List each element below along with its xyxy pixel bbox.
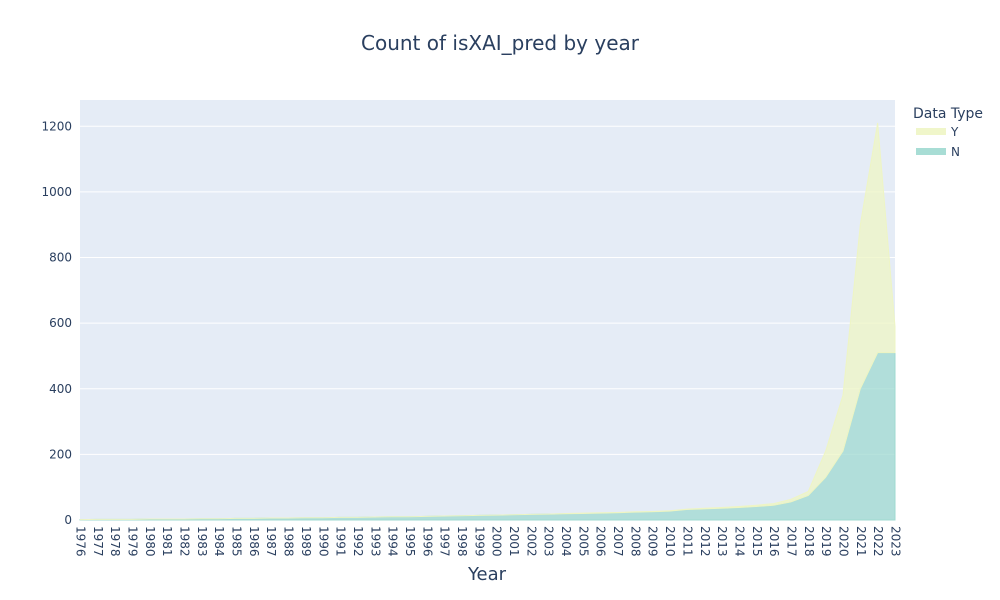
x-tick-label: 1999 [472,526,486,557]
x-tick-label: 1977 [91,526,105,557]
x-tick-label: 1989 [299,526,313,557]
y-tick-label: 200 [49,447,72,461]
x-tick-label: 1992 [351,526,365,557]
legend-item-n[interactable]: N [916,145,960,159]
x-tick-label: 1993 [368,526,382,557]
legend-title: Data Type [913,106,983,122]
y-tick-label: 400 [49,382,72,396]
x-tick-label: 2000 [490,526,504,557]
y-axis-ticks: 0 200 400 600 800 1000 1200 [41,119,72,527]
x-tick-label: 2014 [732,526,746,557]
x-tick-label: 1991 [334,526,348,557]
x-tick-label: 1982 [178,526,192,557]
x-tick-label: 2019 [819,526,833,557]
x-tick-label: 1978 [108,526,122,557]
x-tick-label: 2021 [854,526,868,557]
chart-title: Count of isXAI_pred by year [361,31,640,55]
x-tick-label: 2004 [559,526,573,557]
legend-swatch [916,128,946,135]
x-tick-label: 1983 [195,526,209,557]
y-tick-label: 600 [49,316,72,330]
y-tick-label: 800 [49,251,72,265]
x-tick-label: 2020 [836,526,850,557]
x-tick-label: 2006 [594,526,608,557]
series-areas [79,122,896,521]
x-tick-label: 1990 [316,526,330,557]
x-tick-label: 1997 [438,526,452,557]
y-tick-label: 1200 [41,119,72,133]
x-tick-label: 2022 [871,526,885,557]
x-tick-label: 2008 [628,526,642,557]
legend[interactable]: Data Type YN [913,106,983,159]
legend-item-y[interactable]: Y [916,125,959,139]
x-tick-label: 1994 [386,526,400,557]
x-tick-label: 2015 [750,526,764,557]
x-tick-label: 2002 [524,526,538,557]
x-tick-label: 2003 [542,526,556,557]
x-tick-label: 1986 [247,526,261,557]
area-series-y[interactable] [79,122,896,521]
x-tick-label: 2013 [715,526,729,557]
x-tick-label: 1976 [74,526,88,557]
x-tick-label: 2018 [802,526,816,557]
plot-area [80,100,895,520]
x-tick-label: 2023 [889,526,903,557]
x-tick-label: 2016 [767,526,781,557]
x-tick-label: 1987 [264,526,278,557]
x-tick-label: 1980 [143,526,157,557]
x-tick-label: 1998 [455,526,469,557]
x-tick-label: 1979 [126,526,140,557]
x-tick-label: 2009 [646,526,660,557]
y-tick-label: 0 [64,513,72,527]
x-tick-label: 2005 [576,526,590,557]
x-tick-label: 1985 [230,526,244,557]
x-tick-label: 2010 [663,526,677,557]
legend-swatch [916,148,946,155]
x-tick-label: 2011 [680,526,694,557]
legend-label: Y [950,125,959,139]
x-tick-label: 2017 [784,526,798,557]
y-tick-label: 1000 [41,185,72,199]
x-tick-label: 1995 [403,526,417,557]
x-tick-label: 1981 [160,526,174,557]
y-gridlines [80,125,895,455]
x-tick-label: 1988 [282,526,296,557]
x-axis-title: Year [467,564,507,585]
x-axis-ticks: 1976 1977 1978 1979 1980 1981 1982 1983 1984 1985… [74,526,903,557]
x-tick-label: 2007 [611,526,625,557]
x-tick-label: 2012 [698,526,712,557]
x-tick-label: 2001 [507,526,521,557]
x-tick-label: 1984 [212,526,226,557]
legend-label: N [951,145,960,159]
x-tick-label: 1996 [420,526,434,557]
